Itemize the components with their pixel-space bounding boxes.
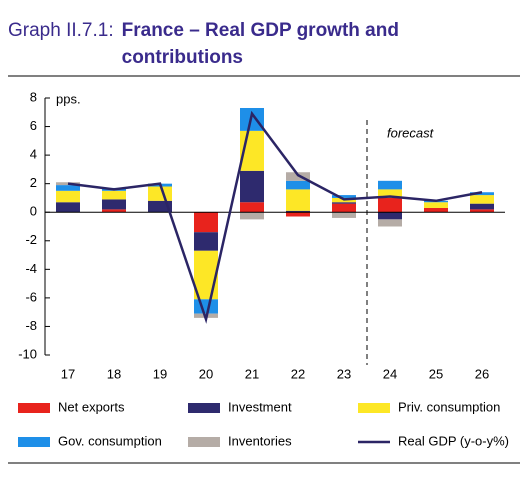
legend-label: Investment <box>228 399 292 414</box>
legend-label: Gov. consumption <box>58 433 162 448</box>
y-tick-label: -6 <box>25 289 37 304</box>
y-tick-label: 2 <box>30 175 37 190</box>
legend-swatch <box>358 403 390 413</box>
y-tick-label: 6 <box>30 118 37 133</box>
x-tick-label: 26 <box>475 366 489 381</box>
x-tick-label: 20 <box>199 366 213 381</box>
x-tick-label: 19 <box>153 366 167 381</box>
bar-segment <box>332 212 356 218</box>
x-tick-label: 25 <box>429 366 443 381</box>
legend-swatch <box>18 403 50 413</box>
x-tick-label: 23 <box>337 366 351 381</box>
chart-title: France – Real GDP growth and contributio… <box>121 20 399 68</box>
bar-segment <box>240 170 264 203</box>
bar-segment <box>286 210 310 213</box>
bar-segment <box>194 299 218 314</box>
y-tick-label: -10 <box>18 346 37 361</box>
legend-swatch <box>188 437 220 447</box>
graph-label: Graph II.7.1: <box>8 20 114 41</box>
bar-segment <box>470 192 494 196</box>
legend-label: Priv. consumption <box>398 399 500 414</box>
bar-segment <box>332 203 356 213</box>
bar-segment <box>378 219 402 227</box>
bar-segment <box>56 190 80 203</box>
bar-segment <box>470 209 494 213</box>
title-block: Graph II.7.1: France – Real GDP growth a… <box>8 17 442 71</box>
bar-segment <box>470 203 494 210</box>
bar-segment <box>286 172 310 181</box>
bar-segment <box>240 202 264 213</box>
bar-segment <box>332 195 356 198</box>
bar-segment <box>378 212 402 220</box>
bar-segment <box>424 202 448 208</box>
bar-segment <box>286 189 310 211</box>
bar-segment <box>424 207 448 213</box>
y-tick-label: 8 <box>30 89 37 104</box>
bar-segment <box>102 199 126 210</box>
x-tick-label: 17 <box>61 366 75 381</box>
bar-segment <box>102 190 126 200</box>
x-tick-label: 24 <box>383 366 397 381</box>
bar-segment <box>102 209 126 213</box>
x-tick-label: 21 <box>245 366 259 381</box>
forecast-label: forecast <box>387 125 435 140</box>
bar-segment <box>286 212 310 217</box>
bar-segment <box>148 200 172 213</box>
legend-label: Inventories <box>228 433 292 448</box>
legend-label: Net exports <box>58 399 125 414</box>
y-tick-label: 0 <box>30 204 37 219</box>
bar-segment <box>194 212 218 233</box>
bar-segment <box>56 185 80 191</box>
bar-segment <box>378 189 402 198</box>
bar-segment <box>194 250 218 300</box>
bar-segment <box>286 180 310 190</box>
gdp-line <box>67 110 483 324</box>
y-tick-label: -4 <box>25 261 37 276</box>
bar-segment <box>56 202 80 213</box>
legend-swatch <box>188 403 220 413</box>
y-tick-label: -2 <box>25 232 37 247</box>
x-tick-label: 18 <box>107 366 121 381</box>
bar-segment <box>378 197 402 213</box>
bar-segment <box>194 232 218 251</box>
unit-label: pps. <box>56 91 81 106</box>
legend-label: Real GDP (y-o-y%) <box>398 433 509 448</box>
bar-segment <box>148 186 172 201</box>
y-tick-label: -8 <box>25 318 37 333</box>
x-tick-label: 22 <box>291 366 305 381</box>
bar-segment <box>378 180 402 190</box>
bar-segment <box>470 195 494 204</box>
y-tick-label: 4 <box>30 147 37 162</box>
bar-segment <box>332 202 356 204</box>
legend-swatch <box>18 437 50 447</box>
bar-segment <box>240 212 264 220</box>
